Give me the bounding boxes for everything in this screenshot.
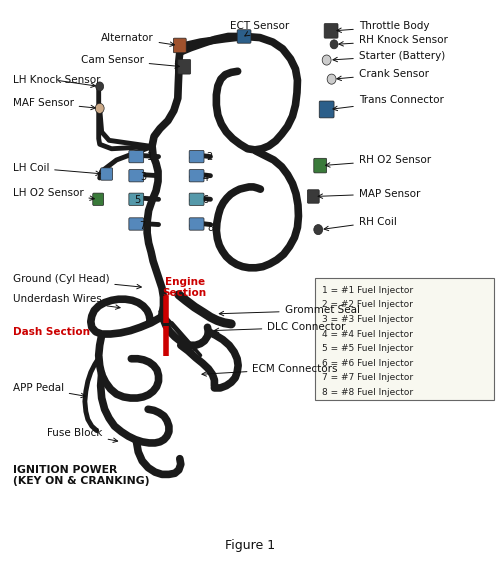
FancyBboxPatch shape [314, 158, 326, 173]
Text: 5 = #5 Fuel Injector: 5 = #5 Fuel Injector [322, 344, 413, 353]
Text: IGNITION POWER: IGNITION POWER [12, 465, 117, 475]
Text: (KEY ON & CRANKING): (KEY ON & CRANKING) [12, 476, 149, 486]
FancyBboxPatch shape [129, 170, 144, 182]
Text: 7 = #7 Fuel Injector: 7 = #7 Fuel Injector [322, 373, 413, 382]
Text: 4: 4 [202, 173, 208, 183]
Text: Ground (Cyl Head): Ground (Cyl Head) [12, 274, 141, 289]
Text: 8: 8 [208, 223, 214, 234]
FancyBboxPatch shape [315, 278, 494, 400]
Text: 5: 5 [134, 196, 140, 205]
Text: 3: 3 [140, 172, 147, 182]
Text: 1 = #1 Fuel Injector: 1 = #1 Fuel Injector [322, 286, 413, 295]
FancyBboxPatch shape [189, 193, 204, 205]
Text: Trans Connector: Trans Connector [333, 95, 444, 111]
Text: DLC Connector: DLC Connector [214, 322, 346, 333]
Text: Alternator: Alternator [101, 32, 174, 46]
Circle shape [314, 225, 322, 235]
Text: 1: 1 [147, 151, 153, 162]
FancyBboxPatch shape [129, 150, 144, 163]
Circle shape [330, 40, 338, 49]
Text: 3 = #3 Fuel Injector: 3 = #3 Fuel Injector [322, 315, 413, 324]
Text: 4 = #4 Fuel Injector: 4 = #4 Fuel Injector [322, 329, 412, 338]
Text: LH Knock Sensor: LH Knock Sensor [12, 75, 100, 87]
FancyBboxPatch shape [189, 150, 204, 163]
FancyBboxPatch shape [308, 190, 319, 203]
Text: 2: 2 [206, 151, 212, 162]
FancyBboxPatch shape [129, 193, 144, 205]
Text: 7: 7 [139, 221, 145, 231]
Text: Grommet Seal: Grommet Seal [220, 306, 360, 316]
Text: LH O2 Sensor: LH O2 Sensor [12, 188, 94, 200]
Text: 8 = #8 Fuel Injector: 8 = #8 Fuel Injector [322, 388, 413, 397]
Text: MAF Sensor: MAF Sensor [12, 98, 96, 109]
FancyBboxPatch shape [324, 24, 338, 38]
FancyBboxPatch shape [189, 170, 204, 182]
Circle shape [327, 74, 336, 84]
Text: ECT Sensor: ECT Sensor [230, 22, 290, 36]
Text: Crank Sensor: Crank Sensor [337, 69, 429, 81]
Text: APP Pedal: APP Pedal [12, 383, 86, 397]
FancyBboxPatch shape [237, 29, 251, 43]
Text: 6: 6 [202, 196, 208, 205]
Text: Starter (Battery): Starter (Battery) [333, 50, 445, 62]
FancyBboxPatch shape [189, 218, 204, 230]
Text: 6 = #6 Fuel Injector: 6 = #6 Fuel Injector [322, 359, 413, 368]
FancyBboxPatch shape [129, 218, 144, 230]
Text: Figure 1: Figure 1 [225, 539, 275, 552]
Text: 2 = #2 Fuel Injector: 2 = #2 Fuel Injector [322, 301, 412, 310]
Text: RH Knock Sensor: RH Knock Sensor [339, 35, 448, 46]
FancyBboxPatch shape [93, 193, 104, 205]
Text: RH O2 Sensor: RH O2 Sensor [326, 155, 431, 167]
Text: ECM Connectors: ECM Connectors [202, 364, 338, 376]
Text: Underdash Wires: Underdash Wires [12, 294, 120, 310]
Text: MAP Sensor: MAP Sensor [318, 189, 420, 198]
Text: Fuse Block: Fuse Block [48, 428, 117, 442]
Circle shape [322, 55, 331, 65]
Text: Dash Section: Dash Section [12, 327, 90, 337]
Text: RH Coil: RH Coil [324, 217, 396, 231]
FancyBboxPatch shape [100, 168, 112, 180]
FancyBboxPatch shape [178, 60, 190, 74]
FancyBboxPatch shape [319, 101, 334, 118]
Text: LH Coil: LH Coil [12, 163, 101, 176]
FancyBboxPatch shape [174, 38, 186, 53]
Circle shape [96, 82, 104, 91]
Text: Cam Sensor: Cam Sensor [80, 55, 180, 68]
Text: Engine
Section: Engine Section [162, 277, 207, 298]
Text: Throttle Body: Throttle Body [337, 22, 430, 32]
Circle shape [95, 103, 104, 113]
